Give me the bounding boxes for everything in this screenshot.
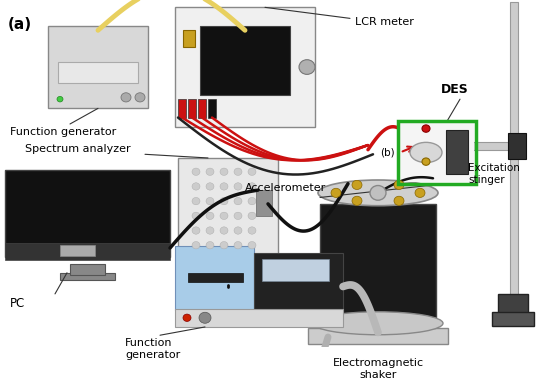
Bar: [175, 308, 343, 327]
Circle shape: [248, 242, 256, 249]
Circle shape: [394, 196, 404, 205]
Bar: [5, 243, 170, 260]
Circle shape: [248, 212, 256, 220]
Ellipse shape: [313, 312, 443, 335]
Circle shape: [234, 242, 242, 249]
Text: Function
generator: Function generator: [125, 338, 180, 359]
Bar: [498, 294, 528, 321]
Bar: [48, 26, 148, 108]
Bar: [183, 30, 195, 47]
Bar: [400, 123, 474, 182]
Text: DES: DES: [441, 84, 469, 96]
Bar: [198, 99, 206, 118]
Circle shape: [331, 188, 341, 197]
Circle shape: [183, 314, 191, 321]
Circle shape: [220, 212, 228, 220]
Bar: [208, 99, 216, 118]
Circle shape: [192, 242, 200, 249]
Circle shape: [220, 227, 228, 234]
Bar: [188, 99, 196, 118]
Bar: [178, 99, 186, 118]
Bar: [60, 245, 95, 256]
Circle shape: [206, 212, 214, 220]
Bar: [188, 273, 243, 282]
Bar: [178, 158, 278, 287]
Bar: [70, 263, 105, 274]
Bar: [460, 143, 515, 150]
Bar: [60, 273, 115, 280]
Circle shape: [206, 197, 214, 205]
Circle shape: [199, 312, 211, 323]
Bar: [508, 133, 526, 159]
Circle shape: [394, 180, 404, 189]
Circle shape: [192, 197, 200, 205]
Circle shape: [352, 196, 362, 205]
Circle shape: [135, 93, 145, 102]
Ellipse shape: [318, 180, 438, 206]
Circle shape: [192, 183, 200, 190]
Circle shape: [220, 168, 228, 175]
Bar: [254, 254, 343, 318]
Bar: [320, 204, 436, 323]
Text: Accelerometer: Accelerometer: [245, 183, 326, 193]
Circle shape: [422, 125, 430, 132]
Bar: [5, 170, 170, 257]
Text: Electromagnetic
shaker: Electromagnetic shaker: [332, 358, 424, 378]
Bar: [175, 7, 315, 127]
Circle shape: [220, 242, 228, 249]
Circle shape: [121, 93, 131, 102]
Bar: [256, 190, 272, 216]
Text: (b): (b): [380, 147, 395, 158]
Circle shape: [370, 186, 386, 200]
Bar: [175, 246, 254, 310]
Bar: [262, 259, 329, 281]
Circle shape: [234, 212, 242, 220]
Circle shape: [192, 212, 200, 220]
Bar: [398, 121, 476, 184]
Circle shape: [352, 180, 362, 189]
Circle shape: [299, 60, 315, 74]
Bar: [308, 328, 448, 344]
Text: Function generator: Function generator: [10, 127, 116, 137]
Bar: [510, 2, 518, 314]
Bar: [58, 62, 138, 83]
Text: Excitation
stinger: Excitation stinger: [468, 163, 520, 185]
Circle shape: [192, 227, 200, 234]
Circle shape: [234, 168, 242, 175]
Circle shape: [422, 158, 430, 165]
Ellipse shape: [410, 143, 442, 163]
Circle shape: [192, 168, 200, 175]
Text: PC: PC: [10, 297, 25, 310]
Bar: [200, 26, 290, 94]
Circle shape: [415, 188, 425, 197]
Circle shape: [248, 183, 256, 190]
Bar: [492, 312, 534, 326]
Text: LCR meter: LCR meter: [355, 17, 414, 26]
Circle shape: [234, 227, 242, 234]
Bar: [446, 130, 468, 175]
Circle shape: [234, 183, 242, 190]
Circle shape: [248, 197, 256, 205]
Circle shape: [57, 96, 63, 102]
Circle shape: [206, 242, 214, 249]
Circle shape: [248, 168, 256, 175]
Text: (a): (a): [8, 17, 32, 31]
Circle shape: [206, 227, 214, 234]
Circle shape: [220, 183, 228, 190]
Circle shape: [234, 197, 242, 205]
Circle shape: [206, 168, 214, 175]
Circle shape: [220, 197, 228, 205]
Circle shape: [206, 183, 214, 190]
Circle shape: [248, 227, 256, 234]
Text: Spectrum analyzer: Spectrum analyzer: [25, 144, 131, 154]
